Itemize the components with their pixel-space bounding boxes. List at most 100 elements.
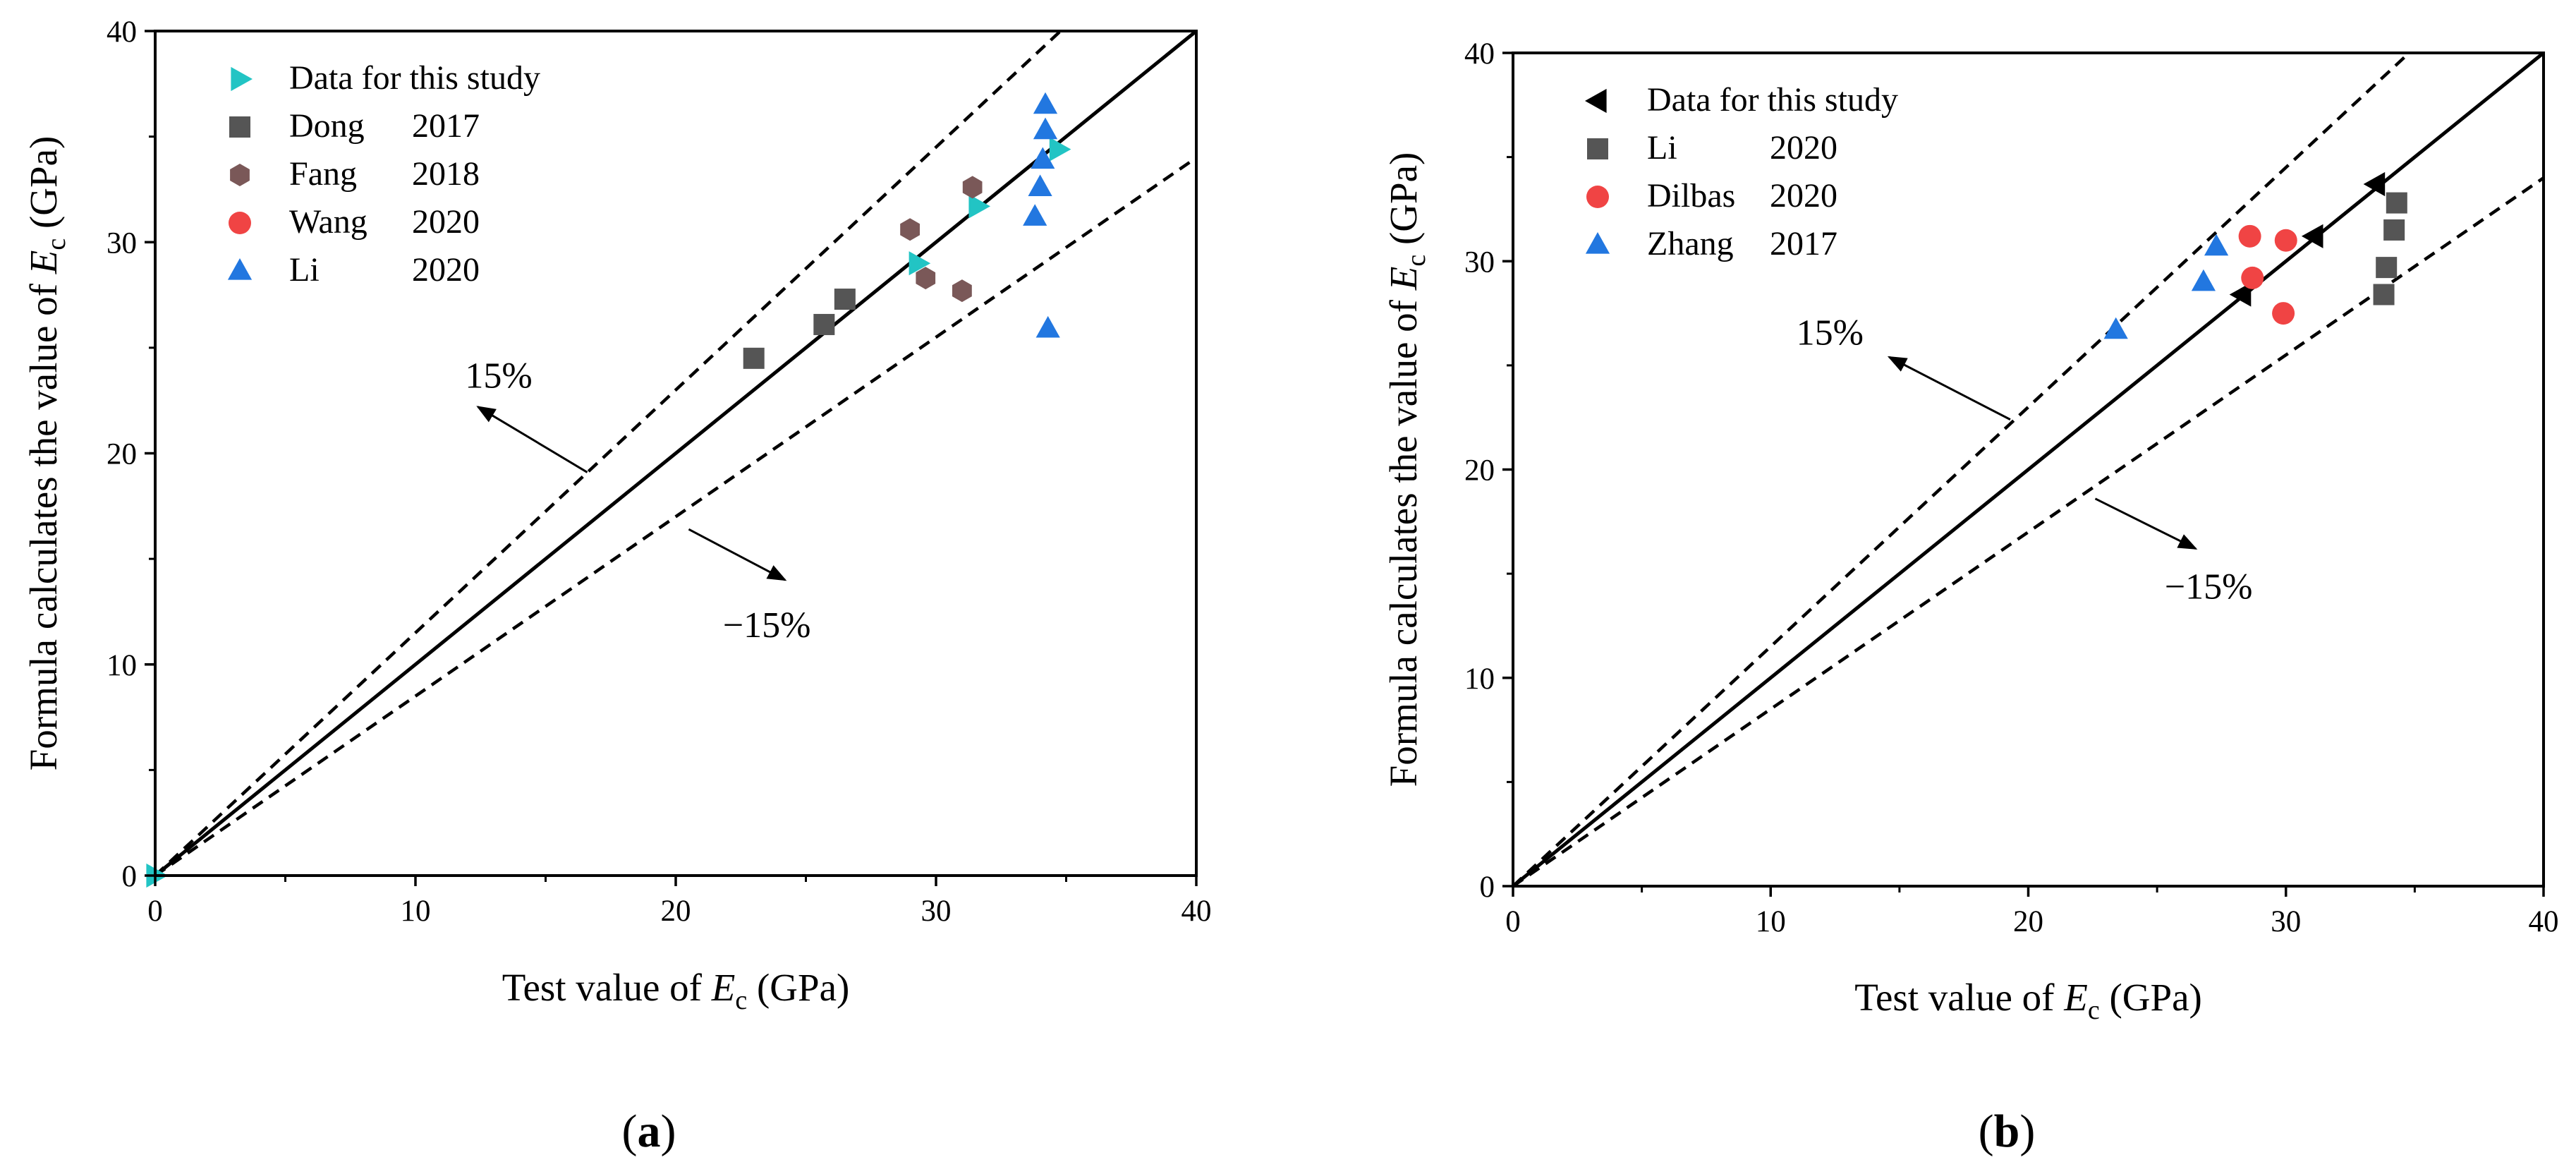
panel-caption: (a) xyxy=(622,1106,676,1157)
x-axis-label-unit: (GPa) xyxy=(747,966,849,1009)
x-axis-label-subscript: c xyxy=(735,986,747,1015)
data-point xyxy=(968,194,990,219)
data-point xyxy=(1028,174,1052,196)
reference-line-equality xyxy=(154,30,1198,877)
legend-series-name: Zhang xyxy=(1647,225,1734,262)
y-tick-label: 30 xyxy=(107,226,137,260)
data-point xyxy=(813,313,835,335)
data-point xyxy=(952,279,972,303)
annotation-label: −15% xyxy=(2165,567,2253,607)
y-axis-label-text: Formula calculates the value of xyxy=(22,274,65,770)
legend-marker xyxy=(229,116,250,138)
annotation-arrow xyxy=(688,528,787,581)
data-point xyxy=(743,347,765,369)
y-axis-label-subscript: c xyxy=(42,238,71,250)
annotation-label: 15% xyxy=(465,356,532,397)
legend-marker xyxy=(1585,232,1610,254)
panel-caption-open: ( xyxy=(622,1106,638,1157)
data-point xyxy=(834,289,856,310)
legend-series-year: 2017 xyxy=(1770,225,1837,262)
legend-series-name: Dong xyxy=(289,107,365,145)
legend-series-year: 2020 xyxy=(1770,177,1837,214)
x-tick-label: 0 xyxy=(1505,905,1521,938)
reference-line-minus-15 xyxy=(1512,176,2545,888)
y-axis-label-text: Formula calculates the value of xyxy=(1382,290,1425,787)
y-tick-label: 10 xyxy=(107,649,137,682)
y-tick-label: 40 xyxy=(107,16,137,49)
legend-series-year: 2020 xyxy=(412,251,480,289)
data-point xyxy=(2274,229,2297,252)
data-point xyxy=(1035,315,1060,338)
data-point xyxy=(2272,302,2295,325)
x-axis-label-unit: (GPa) xyxy=(2100,976,2202,1019)
y-tick-label: 20 xyxy=(107,438,137,471)
x-tick-label: 40 xyxy=(2529,905,2559,938)
annotation-label: −15% xyxy=(723,605,811,646)
legend-series-name: Data for this study xyxy=(1647,81,1898,119)
x-axis-label-variable: E xyxy=(711,966,736,1009)
y-tick-label: 0 xyxy=(1480,871,1495,904)
reference-line-plus-15 xyxy=(1512,52,2410,888)
annotation-arrow xyxy=(2094,497,2198,550)
annotation-arrow xyxy=(476,406,588,473)
panel-caption-letter: a xyxy=(638,1106,661,1157)
data-point xyxy=(1049,137,1071,162)
x-axis-label-text: Test value of xyxy=(502,966,712,1009)
data-point xyxy=(1031,147,1055,169)
x-tick-label: 20 xyxy=(661,895,691,928)
x-tick-label: 30 xyxy=(921,895,952,928)
panel-caption-close: ) xyxy=(2019,1106,2035,1157)
data-point xyxy=(900,218,920,241)
data-point xyxy=(2103,317,2128,339)
legend-marker xyxy=(230,164,250,186)
data-point xyxy=(909,251,931,276)
legend-marker xyxy=(231,66,253,92)
annotation-arrow xyxy=(1887,356,2011,420)
legend-series-year: 2020 xyxy=(1770,129,1837,167)
y-axis-label-variable: E xyxy=(22,250,65,275)
legend-series-year: 2020 xyxy=(412,203,480,241)
data-point xyxy=(2363,171,2386,197)
legend-series-name: Dilbas xyxy=(1647,177,1735,214)
x-axis-label-text: Test value of xyxy=(1854,976,2064,1019)
annotation-label: 15% xyxy=(1797,313,1864,353)
x-axis-label: Test value of Ec (GPa) xyxy=(1854,976,2202,1025)
x-tick-label: 10 xyxy=(1756,905,1786,938)
legend-series-name: Wang xyxy=(289,203,367,241)
y-axis-label-variable: E xyxy=(1382,267,1425,291)
legend-series-name: Li xyxy=(289,251,320,289)
data-point xyxy=(1033,117,1058,140)
x-axis-label-variable: E xyxy=(2063,976,2088,1019)
data-point xyxy=(2191,269,2216,291)
panel-b: 15% −15% 0 10 20 30 40 0 10 20 30 40 Test value of E… xyxy=(1382,37,2559,1157)
data-point xyxy=(2229,282,2252,307)
reference-line-minus-15 xyxy=(154,156,1198,877)
data-point xyxy=(2301,224,2323,248)
reference-line-equality xyxy=(1512,52,2545,888)
panel-caption-open: ( xyxy=(1979,1106,1994,1157)
data-point xyxy=(1033,92,1058,114)
x-tick-label: 30 xyxy=(2271,905,2301,938)
legend-series-year: 2017 xyxy=(412,107,480,145)
panel-caption-close: ) xyxy=(661,1106,676,1157)
y-axis-label-subscript: c xyxy=(1402,255,1431,267)
legend-series-year: 2018 xyxy=(412,155,480,193)
legend-marker xyxy=(1585,88,1607,114)
data-point xyxy=(2238,224,2261,248)
data-point xyxy=(2386,192,2407,214)
y-tick-label: 40 xyxy=(1464,37,1495,71)
legend-series-name: Fang xyxy=(289,155,357,193)
y-tick-label: 10 xyxy=(1464,662,1495,696)
data-point xyxy=(2241,266,2264,289)
data-point xyxy=(2376,257,2398,279)
legend-marker xyxy=(1586,186,1609,208)
legend-marker xyxy=(1587,138,1608,159)
panel-caption: (b) xyxy=(1979,1106,2036,1157)
y-tick-label: 30 xyxy=(1464,246,1495,279)
panel-a: 15% −15% 0 10 20 30 40 0 10 20 30 40 Test value of E… xyxy=(22,16,1212,1157)
data-point xyxy=(962,176,983,199)
legend-series-name: Li xyxy=(1647,129,1677,167)
x-tick-label: 40 xyxy=(1181,895,1212,928)
data-point xyxy=(916,267,936,290)
